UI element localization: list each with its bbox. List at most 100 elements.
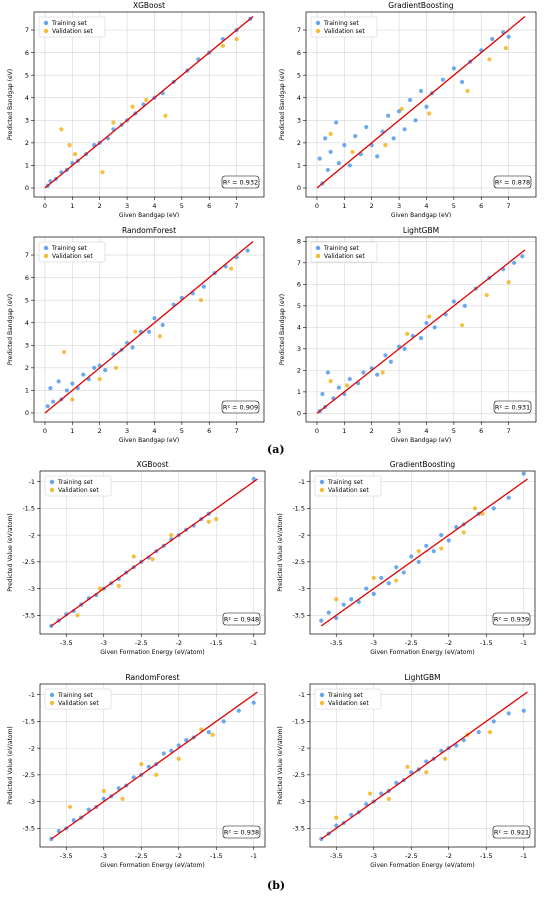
training-point	[71, 818, 76, 823]
x-tick-label: -3.5	[330, 852, 343, 860]
y-tick-label: 7	[297, 259, 301, 267]
legend-box	[310, 16, 378, 38]
training-point	[326, 610, 331, 615]
training-point	[320, 391, 325, 397]
training-point	[424, 543, 429, 548]
validation-point	[75, 613, 80, 618]
validation-point	[399, 106, 404, 112]
y-tick-label: 2	[297, 367, 301, 375]
y-tick-label: 7	[25, 251, 29, 259]
y-tick-label: 1	[297, 162, 301, 170]
x-tick-label: -1.5	[210, 852, 223, 860]
training-point	[379, 791, 384, 796]
validation-point	[72, 152, 78, 157]
x-tick-label: 2	[98, 427, 102, 435]
legend-marker-validation	[315, 253, 321, 259]
reference-line	[44, 241, 254, 414]
y-tick-label: -2.5	[22, 558, 35, 566]
validation-point	[199, 727, 204, 732]
r2-box	[493, 400, 532, 414]
y-tick-label: 4	[297, 324, 301, 332]
training-point	[56, 379, 61, 384]
validation-point	[157, 334, 163, 339]
x-tick-label: 2	[98, 202, 102, 210]
training-point	[336, 161, 341, 166]
y-tick-label: -3.5	[292, 824, 305, 832]
x-tick-label: -3	[371, 852, 377, 860]
x-tick-label: -2.5	[405, 852, 418, 860]
validation-point	[210, 732, 215, 737]
x-tick-label: 3	[125, 202, 129, 210]
x-tick-label: 1	[342, 427, 346, 435]
y-tick-label: -2.5	[292, 558, 305, 566]
training-point	[221, 719, 226, 724]
training-point	[92, 365, 97, 370]
reference-line	[50, 691, 258, 840]
r2-box	[221, 175, 260, 189]
validation-point	[62, 349, 67, 355]
y-tick-label: 6	[25, 274, 29, 282]
x-axis-label: Given Bandgap (eV)	[391, 212, 451, 219]
reference-line	[316, 249, 526, 414]
y-axis-label: Predicted Bandgap (eV)	[279, 294, 286, 365]
r2-annotation: R² = 0.932	[223, 179, 258, 187]
legend-label-validation: Validation set	[58, 700, 99, 707]
validation-point	[405, 331, 410, 336]
x-tick-label: 5	[180, 427, 184, 435]
training-point	[446, 538, 451, 543]
legend-box	[38, 241, 106, 263]
training-point	[364, 124, 369, 130]
x-tick-label: -3.5	[330, 639, 343, 647]
training-point	[506, 34, 511, 39]
y-tick-label: 2	[25, 139, 29, 147]
validation-point	[442, 756, 448, 761]
x-tick-label: -3.5	[60, 852, 73, 860]
training-point	[206, 729, 211, 735]
x-tick-label: -1	[521, 852, 527, 860]
training-point	[341, 602, 346, 607]
training-point	[461, 738, 466, 743]
validation-point	[383, 143, 388, 148]
x-tick-label: 3	[397, 427, 401, 435]
r2-box	[222, 612, 261, 626]
training-point	[418, 336, 424, 341]
y-tick-label: 7	[25, 26, 29, 34]
training-point	[131, 775, 136, 780]
training-point	[431, 549, 436, 554]
training-point	[371, 591, 376, 597]
y-tick-label: 8	[297, 238, 301, 246]
validation-point	[480, 511, 485, 516]
training-point	[334, 120, 339, 125]
y-tick-label: 6	[297, 281, 301, 289]
training-point	[361, 370, 366, 375]
y-tick-label: 5	[297, 302, 301, 310]
legend-label-validation: Validation set	[52, 28, 93, 35]
y-tick-label: -2.5	[292, 771, 305, 779]
chart-title: LightGBM	[403, 226, 439, 235]
training-point	[51, 399, 56, 404]
chart-panel: 0 1 2 3 4 5 6 7 0 1 2 3 4 5 6 7 XGBoost Given Bandgap (eV…	[7, 1, 265, 219]
r2-annotation: R² = 0.938	[224, 829, 259, 837]
reference-line	[316, 16, 526, 189]
r2-box	[221, 400, 260, 414]
training-point	[383, 353, 388, 358]
x-tick-label: -2	[446, 639, 452, 647]
training-point	[364, 802, 369, 807]
x-tick-label: 3	[125, 427, 129, 435]
reference-line	[320, 691, 528, 840]
training-point	[439, 748, 444, 753]
x-tick-label: -3.5	[60, 639, 73, 647]
x-tick-label: 4	[424, 202, 428, 210]
y-axis-label: Predicted Bandgap (eV)	[7, 294, 14, 365]
training-point	[476, 729, 481, 735]
legend-marker-validation	[319, 487, 325, 493]
training-point	[394, 565, 399, 570]
chart-title: GradientBoosting	[388, 1, 454, 10]
validation-point	[214, 516, 219, 522]
legend-box	[310, 241, 378, 263]
training-point	[416, 559, 421, 564]
training-point	[418, 88, 424, 94]
